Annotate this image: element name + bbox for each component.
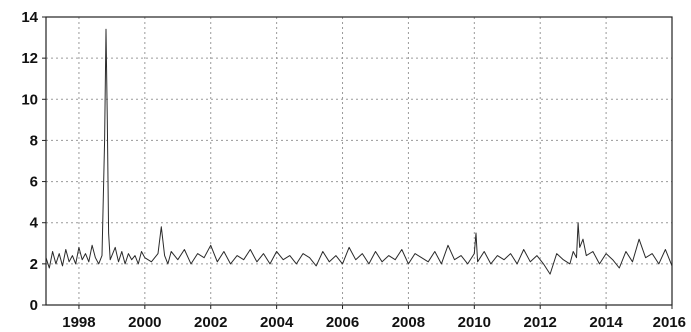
tick-marks	[42, 16, 673, 309]
y-tick-label: 4	[30, 215, 39, 232]
y-tick-label: 10	[21, 91, 38, 108]
x-tick-label: 2014	[589, 314, 623, 331]
x-tick-label: 2002	[194, 314, 227, 331]
x-tick-labels: 1998 2000 2002 2004 2006 2008 2010 2012 2014 2016	[62, 314, 686, 331]
x-tick-label: 2006	[326, 314, 359, 331]
x-tick-label: 2008	[392, 314, 425, 331]
plot-frame	[45, 16, 673, 306]
y-tick-labels: 0 2 4 6 8 10 12 14	[21, 9, 38, 314]
x-tick-label: 2010	[458, 314, 491, 331]
x-tick-label: 2004	[260, 314, 294, 331]
grid-lines	[46, 17, 672, 305]
x-tick-label: 2000	[128, 314, 161, 331]
y-tick-label: 14	[21, 9, 38, 26]
y-tick-label: 8	[30, 132, 38, 149]
series-line	[45, 28, 673, 275]
x-tick-label: 2016	[653, 314, 686, 331]
y-tick-label: 12	[21, 50, 38, 67]
x-tick-label: 1998	[62, 314, 95, 331]
y-tick-label: 2	[30, 256, 38, 273]
y-tick-label: 6	[30, 174, 38, 191]
x-tick-label: 2012	[524, 314, 557, 331]
y-tick-label: 0	[30, 297, 38, 314]
